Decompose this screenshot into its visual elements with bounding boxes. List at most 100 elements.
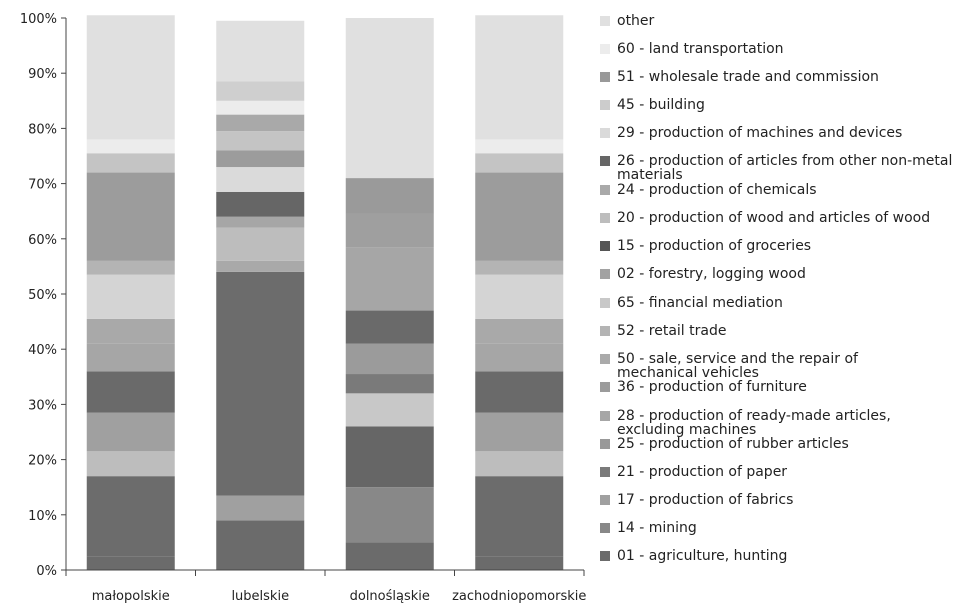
legend-swatch [600, 551, 610, 561]
y-tick-label: 100% [20, 12, 57, 27]
bar-segment-1-7 [216, 167, 305, 192]
bar-segment-1-8 [216, 150, 305, 168]
bar-segment-0-12 [86, 15, 175, 140]
legend-label: 52 - retail trade [617, 323, 727, 339]
category-label: zachodniopomorskie [452, 589, 586, 604]
legend-label: 51 - wholesale trade and commission [617, 69, 879, 85]
y-tick-label: 80% [28, 122, 57, 137]
legend-label: 65 - financial mediation [617, 295, 783, 311]
legend-swatch [600, 382, 610, 392]
legend-swatch [600, 354, 610, 364]
bar-segment-1-9 [216, 131, 305, 151]
bar-segment-3-11 [475, 139, 564, 154]
legend-label: 36 - production of furniture [617, 379, 807, 395]
bar-segment-2-5 [345, 343, 434, 375]
bar-segment-2-6 [345, 310, 434, 344]
bar-segment-2-7 [345, 247, 434, 311]
bar-segment-0-4 [86, 371, 175, 413]
legend-item: 29 - production of machines and devices [600, 126, 958, 140]
bar-segment-0-7 [86, 274, 175, 319]
legend-label: 25 - production of rubber articles [617, 436, 849, 452]
bar-segment-0-9 [86, 172, 175, 261]
legend-label: 01 - agriculture, hunting [617, 548, 788, 564]
bar-segment-0-1 [86, 476, 175, 557]
y-tick-label: 30% [28, 398, 57, 413]
bar-segment-2-0 [345, 542, 434, 570]
bar-segment-1-4 [216, 227, 305, 261]
stacked-bar-chart: 0% 10% 20% 30% 40% 50% 60% 70% 80% 90% 100% małopo… [20, 12, 587, 604]
legend-item: 15 - production of groceries [600, 239, 958, 253]
bar-segment-3-5 [475, 343, 564, 372]
legend-item: 17 - production of fabrics [600, 493, 958, 507]
bar-segment-0-5 [86, 343, 175, 372]
bar-segment-2-1 [345, 487, 434, 543]
legend-item: 65 - financial mediation [600, 296, 958, 310]
legend-item: 25 - production of rubber articles [600, 437, 958, 451]
legend-swatch [600, 298, 610, 308]
legend-label: 26 - production of articles from other n… [617, 153, 953, 183]
bar-segment-1-2 [216, 271, 305, 496]
legend-swatch [600, 128, 610, 138]
y-tick-label: 10% [28, 509, 57, 524]
y-axis: 0% 10% 20% 30% 40% 50% 60% 70% 80% 90% 100% [20, 12, 67, 579]
bar-segment-1-0 [216, 520, 305, 570]
legend-item: 50 - sale, service and the repair of mec… [600, 352, 958, 380]
bar-segment-1-5 [216, 216, 305, 228]
y-tick-label: 50% [28, 288, 57, 303]
legend-item: 01 - agriculture, hunting [600, 549, 958, 563]
legend-label: 14 - mining [617, 520, 697, 536]
legend-label: other [617, 13, 655, 29]
bar-segment-2-2 [345, 426, 434, 488]
legend-swatch [600, 269, 610, 279]
legend-item: 51 - wholesale trade and commission [600, 70, 958, 84]
legend-item: 02 - forestry, logging wood [600, 267, 958, 281]
bar-segment-3-4 [475, 371, 564, 413]
legend-item: 14 - mining [600, 521, 958, 535]
legend-label: 17 - production of fabrics [617, 492, 794, 508]
legend-swatch [600, 100, 610, 110]
legend-item: 20 - production of wood and articles of … [600, 211, 958, 225]
legend-label: 45 - building [617, 97, 705, 113]
legend-swatch [600, 241, 610, 251]
bar-segment-3-7 [475, 274, 564, 319]
legend-item: 26 - production of articles from other n… [600, 154, 958, 182]
bar-segment-0-3 [86, 412, 175, 452]
y-tick-label: 0% [36, 564, 57, 579]
bar-segment-2-4 [345, 374, 434, 394]
legend-swatch [600, 411, 610, 421]
bar-segment-1-13 [216, 20, 305, 82]
category-label: małopolskie [92, 589, 170, 604]
legend-swatch [600, 16, 610, 26]
bar-segment-2-8 [345, 213, 434, 248]
bar-segment-1-12 [216, 81, 305, 101]
bar-segment-3-9 [475, 172, 564, 261]
bars-group [86, 15, 564, 570]
y-tick-label: 20% [28, 454, 57, 469]
bar-segment-0-10 [86, 153, 175, 173]
legend-item: 21 - production of paper [600, 465, 958, 479]
x-axis: małopolskie lubelskie dolnośląskie zachodni… [65, 569, 586, 604]
legend-swatch [600, 213, 610, 223]
legend-label: 50 - sale, service and the repair of mec… [617, 351, 858, 381]
legend-swatch [600, 523, 610, 533]
legend-label: 02 - forestry, logging wood [617, 266, 806, 282]
legend-label: 60 - land transportation [617, 41, 784, 57]
legend-swatch [600, 185, 610, 195]
legend-label: 28 - production of ready-made articles, … [617, 408, 891, 438]
bar-segment-2-3 [345, 393, 434, 427]
y-tick-label: 70% [28, 178, 57, 193]
bar-segment-3-12 [475, 15, 564, 140]
legend-swatch [600, 44, 610, 54]
legend-label: 29 - production of machines and devices [617, 125, 903, 141]
legend-swatch [600, 495, 610, 505]
bar-segment-0-6 [86, 318, 175, 344]
bar-segment-3-10 [475, 153, 564, 173]
bar-segment-0-0 [86, 556, 175, 570]
legend-item: 60 - land transportation [600, 42, 958, 56]
legend-label: 20 - production of wood and articles of … [617, 210, 931, 226]
category-label: dolnośląskie [350, 589, 430, 604]
bar-segment-0-11 [86, 139, 175, 154]
legend-swatch [600, 156, 610, 166]
bar-segment-3-2 [475, 451, 564, 477]
bar-segment-3-6 [475, 318, 564, 344]
